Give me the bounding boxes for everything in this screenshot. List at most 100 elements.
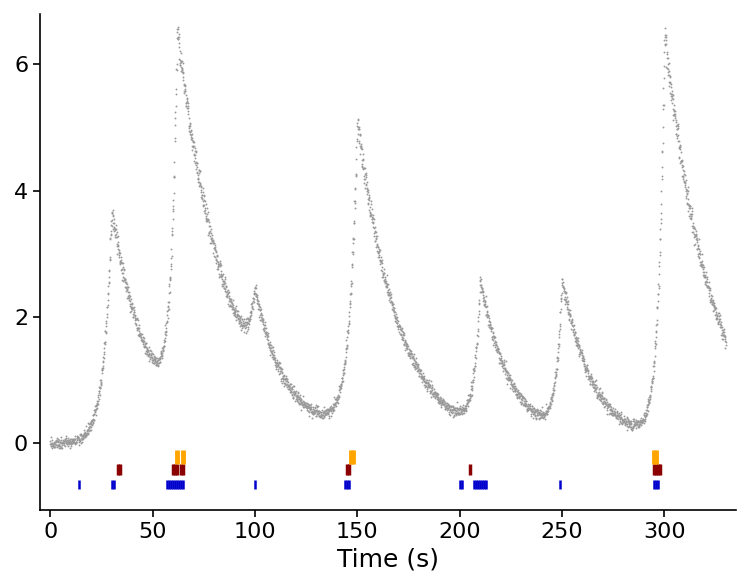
- Point: [108, 214, 120, 223]
- Point: [585, 372, 597, 381]
- Point: [577, 353, 589, 363]
- Point: [221, 286, 233, 295]
- Point: [94, 378, 106, 388]
- Point: [385, 292, 397, 302]
- Point: [376, 268, 388, 277]
- Point: [647, 367, 659, 376]
- Point: [574, 346, 586, 355]
- Point: [180, 98, 192, 108]
- Point: [311, 410, 323, 419]
- Point: [562, 297, 574, 306]
- Point: [71, 433, 83, 442]
- Point: [292, 399, 304, 408]
- Point: [164, 264, 176, 274]
- Point: [321, 409, 333, 418]
- Point: [442, 402, 454, 411]
- Point: [456, 402, 468, 411]
- Point: [488, 341, 500, 350]
- Point: [512, 386, 524, 395]
- Point: [316, 413, 328, 422]
- Point: [48, 442, 60, 452]
- Point: [380, 281, 392, 291]
- Point: [316, 410, 328, 419]
- Point: [184, 125, 196, 135]
- Point: [694, 246, 706, 256]
- Point: [585, 371, 597, 381]
- Point: [501, 367, 513, 376]
- Point: [554, 319, 566, 328]
- Point: [71, 433, 83, 442]
- Point: [500, 356, 512, 366]
- Point: [438, 400, 450, 410]
- Point: [88, 415, 101, 424]
- Point: [124, 301, 136, 311]
- Point: [392, 316, 404, 326]
- Point: [209, 240, 220, 250]
- Point: [384, 291, 396, 300]
- Point: [136, 335, 148, 345]
- Point: [653, 261, 665, 271]
- Point: [45, 442, 57, 451]
- Point: [523, 402, 535, 411]
- Point: [269, 357, 281, 367]
- Point: [330, 394, 342, 404]
- Point: [314, 412, 326, 422]
- Point: [46, 432, 58, 441]
- Point: [569, 333, 581, 342]
- Point: [677, 173, 689, 182]
- Point: [226, 303, 238, 312]
- Point: [487, 335, 499, 344]
- Point: [234, 317, 246, 326]
- Point: [403, 344, 415, 353]
- Point: [141, 345, 153, 354]
- Point: [316, 411, 328, 421]
- Point: [659, 23, 671, 33]
- Point: [64, 437, 76, 446]
- Point: [81, 429, 93, 438]
- Point: [461, 399, 473, 408]
- Point: [149, 354, 161, 363]
- Point: [435, 402, 447, 412]
- Point: [613, 410, 625, 419]
- Point: [703, 283, 715, 292]
- Point: [716, 326, 728, 335]
- Point: [604, 410, 616, 419]
- Point: [245, 310, 257, 319]
- Point: [236, 319, 248, 328]
- Point: [695, 259, 707, 268]
- Point: [410, 360, 422, 369]
- Point: [317, 408, 329, 418]
- Point: [716, 331, 728, 340]
- Point: [335, 380, 347, 390]
- Point: [719, 336, 731, 345]
- Point: [268, 353, 280, 363]
- Point: [565, 316, 577, 325]
- Point: [293, 392, 305, 401]
- Point: [286, 384, 298, 394]
- Point: [585, 374, 597, 384]
- Point: [628, 420, 640, 429]
- Point: [667, 95, 679, 104]
- Point: [596, 390, 608, 400]
- Point: [568, 321, 580, 330]
- Point: [217, 276, 229, 285]
- Point: [100, 322, 112, 331]
- Point: [600, 395, 612, 404]
- Point: [618, 411, 630, 421]
- Point: [137, 339, 149, 349]
- Point: [345, 289, 357, 298]
- Point: [614, 410, 626, 419]
- Point: [711, 313, 723, 322]
- Point: [542, 404, 554, 414]
- Point: [123, 287, 135, 296]
- Point: [265, 344, 277, 353]
- Point: [46, 441, 58, 450]
- Point: [302, 401, 314, 410]
- Point: [442, 401, 454, 411]
- Point: [365, 197, 377, 206]
- Point: [635, 414, 647, 423]
- Point: [106, 221, 118, 230]
- Point: [244, 308, 256, 317]
- Point: [257, 314, 269, 324]
- Point: [88, 409, 100, 418]
